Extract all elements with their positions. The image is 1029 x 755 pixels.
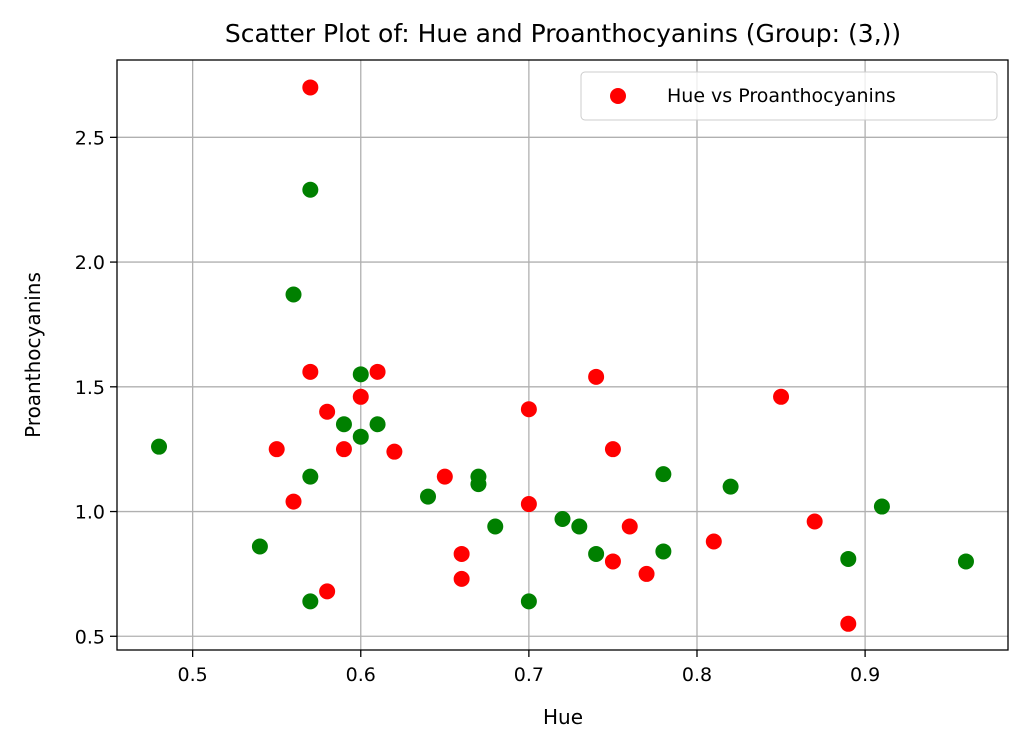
data-point — [487, 518, 504, 535]
data-point — [285, 493, 302, 510]
data-point — [369, 363, 386, 380]
x-axis-label: Hue — [543, 705, 583, 729]
data-point — [352, 366, 369, 383]
x-tick-label: 0.7 — [514, 664, 544, 686]
data-point — [302, 181, 319, 198]
data-point — [319, 403, 336, 420]
legend-marker — [610, 88, 626, 104]
data-point — [554, 511, 571, 528]
plot-area — [117, 60, 1008, 650]
data-point — [520, 401, 537, 418]
data-point — [420, 488, 437, 505]
data-point — [335, 441, 352, 458]
data-point — [335, 416, 352, 433]
x-tick-label: 0.5 — [178, 664, 208, 686]
data-point — [621, 518, 638, 535]
data-point — [251, 538, 268, 555]
y-tick-label: 1.5 — [75, 377, 105, 399]
data-point — [957, 553, 974, 570]
data-point — [588, 545, 605, 562]
data-point — [302, 363, 319, 380]
data-point — [453, 570, 470, 587]
legend-label: Hue vs Proanthocyanins — [667, 85, 896, 107]
data-point — [386, 443, 403, 460]
grid-lines — [117, 60, 1008, 650]
data-point — [520, 593, 537, 610]
data-point — [604, 441, 621, 458]
data-point — [285, 286, 302, 303]
data-point — [604, 553, 621, 570]
data-point — [873, 498, 890, 515]
y-tick-label: 2.0 — [75, 252, 105, 274]
x-tick-label: 0.9 — [850, 664, 880, 686]
data-point — [436, 468, 453, 485]
data-point — [302, 79, 319, 96]
data-point — [369, 416, 386, 433]
y-axis-label: Proanthocyanins — [21, 272, 45, 438]
data-point — [840, 615, 857, 632]
data-point — [520, 496, 537, 513]
y-tick-label: 1.0 — [75, 502, 105, 524]
data-point — [352, 428, 369, 445]
data-point — [638, 565, 655, 582]
x-tick-label: 0.6 — [346, 664, 376, 686]
y-axis-ticks: 0.5 1.0 1.5 2.0 2.5 — [75, 127, 117, 648]
data-point — [705, 533, 722, 550]
plot-frame — [116, 59, 1009, 651]
data-point — [453, 545, 470, 562]
data-point — [588, 368, 605, 385]
legend: Hue vs Proanthocyanins — [580, 71, 998, 121]
data-point — [470, 476, 487, 493]
data-point — [302, 593, 319, 610]
data-point — [655, 466, 672, 483]
data-point — [773, 388, 790, 405]
y-tick-label: 2.5 — [75, 127, 105, 149]
data-points — [151, 79, 974, 632]
data-point — [151, 438, 168, 455]
data-point — [722, 478, 739, 495]
data-point — [571, 518, 588, 535]
data-point — [268, 441, 285, 458]
y-tick-label: 0.5 — [75, 626, 105, 648]
data-point — [319, 583, 336, 600]
x-tick-label: 0.8 — [682, 664, 712, 686]
x-axis-ticks: 0.5 0.6 0.7 0.8 0.9 — [178, 650, 880, 686]
legend-box — [580, 71, 998, 121]
data-point — [806, 513, 823, 530]
data-point — [655, 543, 672, 560]
data-point — [352, 388, 369, 405]
data-point — [840, 550, 857, 567]
chart-title: Scatter Plot of: Hue and Proanthocyanins… — [225, 19, 901, 48]
data-point — [302, 468, 319, 485]
